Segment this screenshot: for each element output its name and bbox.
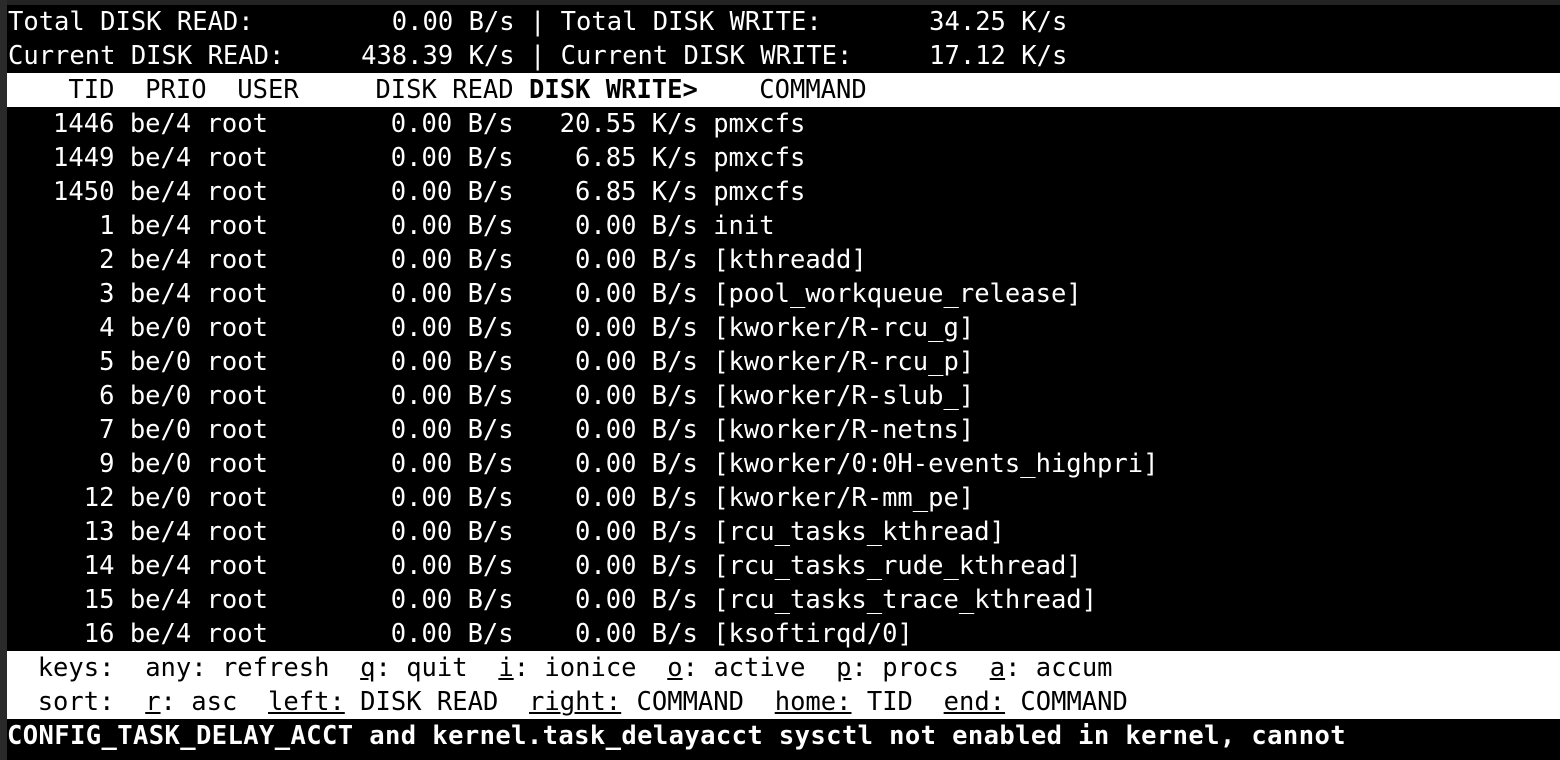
spacer: [637, 653, 668, 683]
spacer: [237, 687, 268, 717]
spacer: [744, 687, 775, 717]
footer-sort-home[interactable]: home: TID: [774, 687, 913, 717]
spacer: [805, 653, 836, 683]
table-row[interactable]: 12 be/0 root 0.00 B/s 0.00 B/s [kworker/…: [7, 481, 1560, 515]
spacer: [498, 687, 529, 717]
table-row[interactable]: 7 be/0 root 0.00 B/s 0.00 B/s [kworker/R…: [7, 413, 1560, 447]
footer-sort-line[interactable]: sort: r: asc left: DISK READ right: COMM…: [7, 685, 1560, 719]
column-header-command: COMMAND: [697, 75, 867, 105]
table-row[interactable]: 9 be/0 root 0.00 B/s 0.00 B/s [kworker/0…: [7, 447, 1560, 481]
spacer: [329, 653, 360, 683]
spacer: [913, 687, 944, 717]
footer-sort-end[interactable]: end: COMMAND: [943, 687, 1128, 717]
table-row[interactable]: 6 be/0 root 0.00 B/s 0.00 B/s [kworker/R…: [7, 379, 1560, 413]
table-row[interactable]: 2 be/4 root 0.00 B/s 0.00 B/s [kthreadd]: [7, 243, 1560, 277]
spacer: [468, 653, 499, 683]
footer-sort-right[interactable]: right: COMMAND: [529, 687, 744, 717]
process-list: 1446 be/4 root 0.00 B/s 20.55 K/s pmxcfs…: [7, 107, 1560, 651]
column-header-disk-write-sorted[interactable]: DISK WRITE>: [528, 75, 698, 105]
spacer: [114, 687, 145, 717]
footer-sort-label: sort:: [7, 687, 115, 717]
footer-key-refresh[interactable]: any: refresh: [145, 653, 330, 683]
status-message: CONFIG_TASK_DELAY_ACCT and kernel.task_d…: [7, 719, 1560, 753]
spacer: [959, 653, 990, 683]
footer-key-active[interactable]: o: active: [667, 653, 806, 683]
footer-key-quit[interactable]: q: quit: [360, 653, 468, 683]
footer-key-procs[interactable]: p: procs: [836, 653, 959, 683]
summary-total-line: Total DISK READ: 0.00 B/s | Total DISK W…: [7, 5, 1560, 39]
table-column-header[interactable]: TID PRIO USER DISK READ DISK WRITE> COMM…: [7, 73, 1560, 107]
footer-key-accum[interactable]: a: accum: [989, 653, 1113, 683]
table-row[interactable]: 14 be/4 root 0.00 B/s 0.00 B/s [rcu_task…: [7, 549, 1560, 583]
footer-key-ionice[interactable]: i: ionice: [498, 653, 637, 683]
table-row[interactable]: 3 be/4 root 0.00 B/s 0.00 B/s [pool_work…: [7, 277, 1560, 311]
table-row[interactable]: 15 be/4 root 0.00 B/s 0.00 B/s [rcu_task…: [7, 583, 1560, 617]
table-row[interactable]: 5 be/0 root 0.00 B/s 0.00 B/s [kworker/R…: [7, 345, 1560, 379]
footer-keys-label: keys:: [7, 653, 115, 683]
table-row[interactable]: 1446 be/4 root 0.00 B/s 20.55 K/s pmxcfs: [7, 107, 1560, 141]
summary-current-line: Current DISK READ: 438.39 K/s | Current …: [7, 39, 1560, 73]
table-row[interactable]: 1450 be/4 root 0.00 B/s 6.85 K/s pmxcfs: [7, 175, 1560, 209]
window-top-edge: [0, 0, 1560, 5]
table-row[interactable]: 4 be/0 root 0.00 B/s 0.00 B/s [kworker/R…: [7, 311, 1560, 345]
spacer: [114, 653, 145, 683]
table-row[interactable]: 1 be/4 root 0.00 B/s 0.00 B/s init: [7, 209, 1560, 243]
window-left-edge: [0, 0, 7, 760]
table-row[interactable]: 13 be/4 root 0.00 B/s 0.00 B/s [rcu_task…: [7, 515, 1560, 549]
footer-sort-r[interactable]: r: asc: [145, 687, 238, 717]
table-row[interactable]: 1449 be/4 root 0.00 B/s 6.85 K/s pmxcfs: [7, 141, 1560, 175]
table-row[interactable]: 16 be/4 root 0.00 B/s 0.00 B/s [ksoftirq…: [7, 617, 1560, 651]
column-header-left: TID PRIO USER DISK READ: [7, 75, 529, 105]
footer-keys-line[interactable]: keys: any: refresh q: quit i: ionice o: …: [7, 651, 1560, 685]
footer-sort-left[interactable]: left: DISK READ: [268, 687, 499, 717]
terminal-screen: Total DISK READ: 0.00 B/s | Total DISK W…: [7, 5, 1560, 760]
